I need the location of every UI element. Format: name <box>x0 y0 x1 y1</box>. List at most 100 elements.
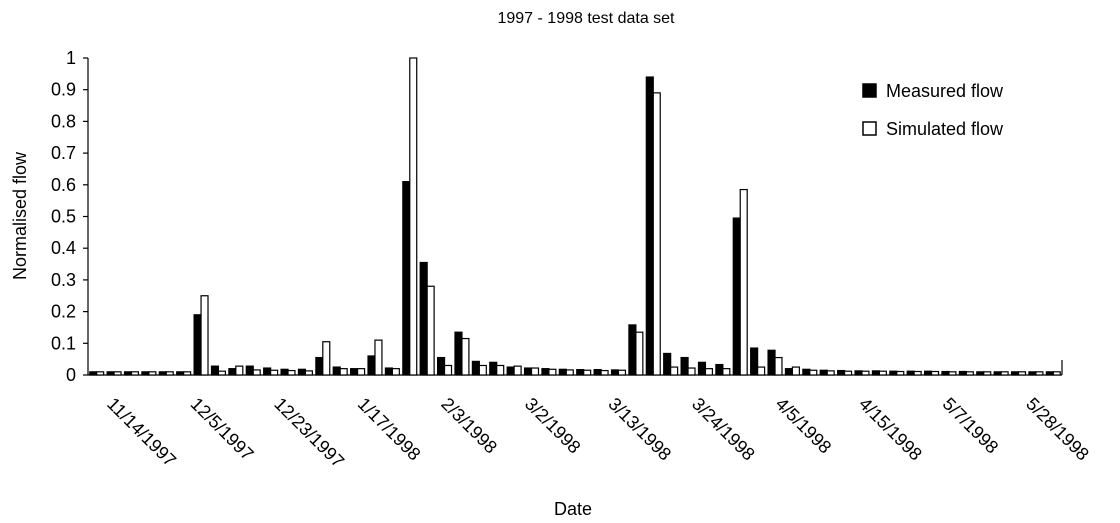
measured-flow-bar <box>176 371 185 376</box>
measured-flow-bar <box>106 371 115 376</box>
measured-flow-bar <box>384 367 393 376</box>
simulated-flow-bar <box>791 366 800 376</box>
x-tick-label: 3/2/1998 <box>521 394 585 458</box>
simulated-flow-bar <box>322 341 331 376</box>
y-tick-label: 0 <box>66 365 76 385</box>
measured-flow-bar <box>280 368 289 376</box>
chart-title: 1997 - 1998 test data set <box>497 10 675 27</box>
simulated-flow-bar <box>809 369 818 376</box>
measured-flow-bar <box>210 365 220 376</box>
simulated-flow-bar <box>687 367 696 376</box>
measured-flow-bar <box>697 361 707 376</box>
bars <box>89 57 1061 376</box>
simulated-flow-bar <box>530 367 540 376</box>
measured-flow-bar <box>923 370 933 376</box>
simulated-flow-bar <box>635 331 644 376</box>
y-tick-label: 0.5 <box>51 207 76 227</box>
simulated-flow-bar <box>774 356 783 376</box>
measured-flow-bar <box>437 356 446 376</box>
simulated-flow-bar <box>913 370 922 376</box>
simulated-flow-bar <box>96 371 105 376</box>
measured-flow-bar <box>1028 371 1037 376</box>
simulated-flow-bar <box>478 364 487 376</box>
y-tick-label: 1 <box>66 48 76 68</box>
measured-flow-bar <box>680 356 689 376</box>
measured-flow-bar <box>471 360 480 376</box>
simulated-flow-bar <box>757 366 766 376</box>
y-tick-label: 0.9 <box>51 80 76 100</box>
y-axis: 0 0.1 0.2 0.3 0.4 0.5 0.6 0.7 0.8 0.9 1 <box>51 48 89 385</box>
simulated-flow-bar <box>600 369 609 376</box>
measured-flow-bar <box>141 371 150 376</box>
simulated-flow-bar <box>670 366 679 376</box>
simulated-flow-bar <box>739 188 748 376</box>
simulated-flow-bar <box>217 370 227 376</box>
measured-flow-bar <box>819 369 828 376</box>
measured-flow-bar <box>854 370 863 376</box>
simulated-flow-bar <box>391 368 400 376</box>
simulated-flow-bar <box>948 371 957 376</box>
simulated-flow-bar <box>1017 371 1027 376</box>
measured-flow-bar <box>576 369 585 376</box>
measured-flow-bar <box>958 370 967 376</box>
simulated-flow-bar <box>878 370 887 376</box>
measured-flow-bar <box>837 369 846 376</box>
simulated-flow-bar <box>583 369 592 376</box>
measured-flow-bar <box>541 368 550 376</box>
measured-flow-bar <box>332 366 341 376</box>
simulated-flow-bar <box>617 369 627 376</box>
simulated-flow-bar <box>704 368 714 376</box>
simulated-flow-bar <box>287 369 296 376</box>
measured-flow-bar <box>610 369 620 376</box>
measured-flow-bar <box>802 368 811 376</box>
measured-flow-bar <box>715 363 724 376</box>
y-tick-label: 0.7 <box>51 143 76 163</box>
measured-flow-bar <box>193 314 202 376</box>
measured-flow-bar <box>158 371 167 376</box>
simulated-flow-bar <box>443 364 453 376</box>
measured-flow-bar <box>628 324 637 376</box>
y-tick-label: 0.8 <box>51 111 76 131</box>
measured-flow-bar <box>593 369 602 376</box>
measured-flow-bar <box>402 181 411 376</box>
measured-flow-bar <box>993 371 1002 376</box>
measured-flow-bar <box>732 217 741 376</box>
simulated-flow-bar <box>565 369 574 376</box>
simulated-flow-bar <box>722 368 731 376</box>
x-tick-label: 3/24/1998 <box>688 394 759 465</box>
simulated-flow-bar <box>374 339 383 376</box>
x-tick-label: 12/5/1997 <box>187 394 258 465</box>
measured-flow-bar <box>889 370 898 376</box>
measured-flow-bar <box>558 368 567 376</box>
measured-flow-bar <box>454 331 463 376</box>
measured-flow-bar <box>1045 371 1054 376</box>
y-tick-label: 0.1 <box>51 333 76 353</box>
measured-flow-bar <box>419 261 428 376</box>
simulated-flow-bar <box>983 371 992 376</box>
simulated-flow-bar <box>200 295 209 376</box>
simulated-flow-bar <box>183 371 192 376</box>
legend-label-simulated: Simulated flow <box>886 119 1004 139</box>
simulated-flow-bar <box>965 371 974 376</box>
x-tick-label: 12/23/1997 <box>270 394 348 472</box>
measured-flow-bar <box>123 371 133 376</box>
measured-flow-bar <box>489 361 498 376</box>
x-tick-label: 1/17/1998 <box>354 394 425 465</box>
simulated-flow-bar <box>1052 371 1061 376</box>
measured-flow-bar <box>315 356 324 376</box>
x-tick-label: 5/7/1998 <box>939 394 1003 458</box>
simulated-flow-bar <box>304 370 313 376</box>
simulated-flow-bar <box>861 370 870 376</box>
simulated-flow-bar <box>235 365 244 376</box>
simulated-flow-bar <box>339 368 348 376</box>
legend-label-measured: Measured flow <box>886 81 1004 101</box>
measured-flow-bar <box>367 355 376 376</box>
measured-flow-bar <box>297 368 307 376</box>
measured-flow-bar <box>263 367 272 376</box>
x-tick-label: 4/5/1998 <box>772 394 836 458</box>
measured-flow-bar <box>245 365 254 376</box>
x-tick-label: 5/28/1998 <box>1022 394 1093 465</box>
simulated-flow-bar <box>513 365 522 376</box>
y-axis-label: Normalised flow <box>10 151 30 280</box>
